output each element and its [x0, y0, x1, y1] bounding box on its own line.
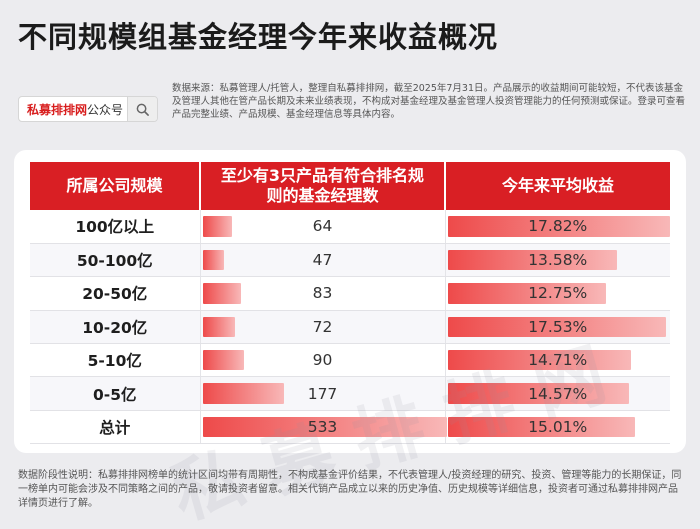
page-title: 不同规模组基金经理今年来收益概况 [18, 20, 499, 54]
table-row: 100亿以上 64 17.82% [30, 210, 670, 244]
footer-disclaimer: 数据阶段性说明：私募排排网榜单的统计区间均带有周期性，不构成基金评价结果，不代表… [18, 470, 682, 509]
search-suffix: 公众号 [87, 102, 124, 117]
row-manager-count-cell: 47 [200, 243, 446, 278]
table-row: 5-10亿 90 14.71% [30, 343, 670, 378]
avg-return-value: 14.57% [528, 384, 588, 403]
row-scale-label: 100亿以上 [30, 210, 201, 244]
manager-count-value: 72 [312, 317, 333, 336]
table-row: 20-50亿 83 12.75% [30, 276, 670, 311]
row-scale-label: 总计 [30, 410, 201, 445]
row-avg-return-cell: 13.58% [445, 243, 670, 278]
row-scale-label: 20-50亿 [30, 276, 201, 311]
manager-count-value: 90 [312, 351, 333, 370]
row-avg-return-cell: 15.01% [445, 410, 670, 445]
row-avg-return-cell: 14.57% [445, 376, 670, 411]
table-row: 总计 533 15.01% [30, 410, 670, 445]
avg-return-bar [447, 249, 617, 271]
avg-return-value: 13.58% [528, 251, 588, 270]
row-scale-label: 5-10亿 [30, 343, 201, 378]
search-text: 私募排排网公众号 [19, 101, 127, 118]
header-company-scale: 所属公司规模 [30, 162, 201, 210]
table-card: 所属公司规模 至少有3只产品有符合排名规则的基金经理数 今年来平均收益 100亿… [14, 150, 686, 529]
row-scale-label: 10-20亿 [30, 310, 201, 345]
data-source-note: 数据来源：私募管理人/托管人，整理自私募排排网，截至2025年7月31日。产品展… [172, 83, 686, 120]
avg-return-value: 15.01% [528, 418, 588, 437]
manager-count-value: 47 [312, 251, 333, 270]
search-button[interactable] [127, 97, 157, 121]
avg-return-bar [447, 283, 607, 304]
avg-return-value: 14.71% [528, 351, 588, 370]
table-row: 10-20亿 72 17.53% [30, 310, 670, 345]
row-manager-count-cell: 177 [200, 376, 446, 411]
manager-count-value: 64 [312, 217, 333, 236]
manager-count-bar [202, 283, 241, 304]
avg-return-value: 17.82% [528, 217, 588, 236]
manager-count-value: 533 [307, 418, 338, 437]
avg-return-value: 12.75% [528, 284, 588, 303]
manager-count-bar [202, 350, 244, 371]
table-header-row: 所属公司规模 至少有3只产品有符合排名规则的基金经理数 今年来平均收益 [30, 162, 670, 210]
row-avg-return-cell: 14.71% [445, 343, 670, 378]
search-box[interactable]: 私募排排网公众号 [18, 96, 158, 122]
row-manager-count-cell: 90 [200, 343, 446, 378]
fund-manager-table: 所属公司规模 至少有3只产品有符合排名规则的基金经理数 今年来平均收益 100亿… [30, 162, 670, 445]
avg-return-bar [447, 316, 667, 338]
table-row: 0-5亿 177 14.57% [30, 376, 670, 411]
manager-count-bar [202, 383, 284, 404]
row-manager-count-cell: 72 [200, 310, 446, 345]
header-avg-return: 今年来平均收益 [445, 162, 670, 210]
manager-count-bar [202, 216, 232, 237]
row-scale-label: 0-5亿 [30, 376, 201, 411]
manager-count-value: 83 [312, 284, 333, 303]
search-brand: 私募排排网 [27, 102, 88, 117]
manager-count-bar [202, 249, 224, 271]
avg-return-bar [447, 216, 670, 237]
manager-count-value: 177 [307, 384, 338, 403]
manager-count-bar [202, 416, 447, 438]
row-avg-return-cell: 12.75% [445, 276, 670, 311]
table-row: 50-100亿 47 13.58% [30, 243, 670, 278]
avg-return-bar [447, 416, 635, 438]
row-manager-count-cell: 64 [200, 210, 446, 244]
row-avg-return-cell: 17.82% [445, 210, 670, 244]
row-manager-count-cell: 83 [200, 276, 446, 311]
search-icon [136, 103, 149, 116]
row-manager-count-cell: 533 [200, 410, 447, 445]
avg-return-bar [447, 383, 630, 404]
avg-return-value: 17.53% [528, 317, 588, 336]
row-scale-label: 50-100亿 [30, 243, 201, 278]
header-manager-count: 至少有3只产品有符合排名规则的基金经理数 [200, 162, 446, 210]
avg-return-bar [447, 350, 631, 371]
manager-count-bar [202, 316, 236, 338]
row-avg-return-cell: 17.53% [445, 310, 670, 345]
